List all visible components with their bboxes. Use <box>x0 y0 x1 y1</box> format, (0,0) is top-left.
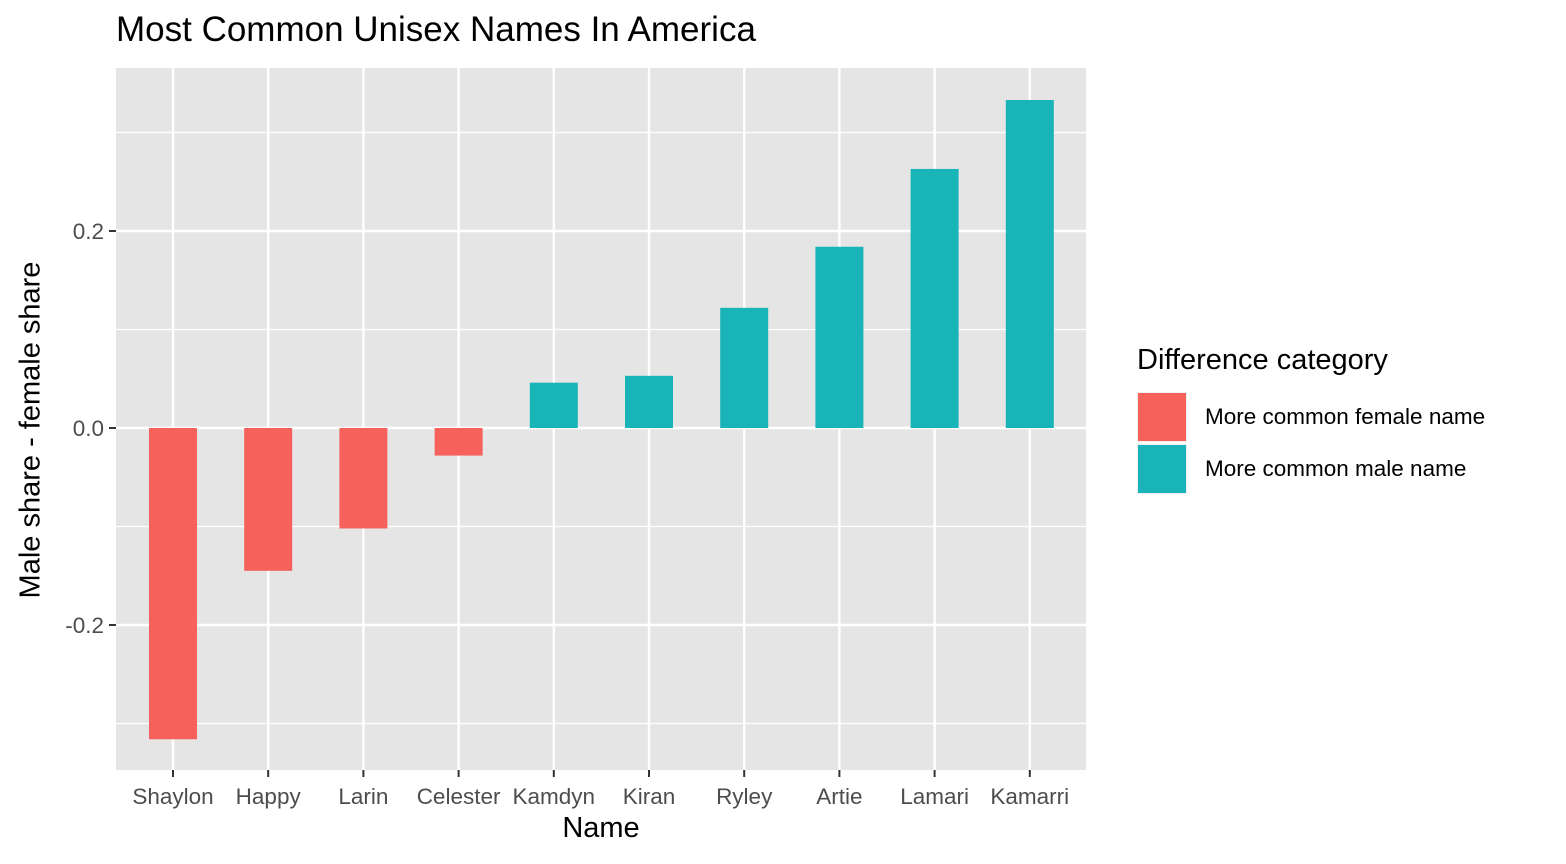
bar-ryley <box>720 307 769 428</box>
x-tick-label: Ryley <box>716 784 773 809</box>
x-tick-label: Lamari <box>900 784 969 809</box>
x-tick-label: Larin <box>338 784 388 809</box>
legend-key-male <box>1137 444 1187 494</box>
legend-item-male: More common male name <box>1137 444 1466 494</box>
legend-label-female: More common female name <box>1205 404 1486 429</box>
bar-shaylon <box>149 428 197 740</box>
legend-title: Difference category <box>1137 344 1388 376</box>
bar-kamdyn <box>529 382 578 428</box>
bar-kamarri <box>1005 99 1054 429</box>
axes: -0.2 0.0 0.2 Shaylon Happy Larin Celester Kamdy… <box>65 219 1069 809</box>
y-tick-label: 0.0 <box>73 416 104 441</box>
bar-lamari <box>910 168 959 428</box>
x-tick-label: Happy <box>236 784 302 809</box>
legend-swatch-male <box>1138 445 1186 493</box>
bar-happy <box>244 428 293 571</box>
y-axis-label: Male share - female share <box>14 261 47 599</box>
chart-title: Most Common Unisex Names In America <box>116 10 756 49</box>
x-tick-label: Kamdyn <box>513 784 596 809</box>
legend-label-male: More common male name <box>1205 456 1467 481</box>
bar-kiran <box>625 375 673 428</box>
bar-artie <box>815 246 864 428</box>
y-tick-label: -0.2 <box>65 613 104 638</box>
bar-larin <box>339 428 388 529</box>
bars <box>149 99 1054 740</box>
x-tick-label: Celester <box>417 784 501 809</box>
bar-celester <box>434 428 483 456</box>
legend-item-female: More common female name <box>1137 392 1485 442</box>
legend-swatch-female <box>1138 393 1186 441</box>
x-tick-label: Artie <box>816 784 862 809</box>
legend-key-female <box>1137 392 1187 442</box>
x-axis-label: Name <box>562 812 640 844</box>
x-tick-label: Shaylon <box>132 784 213 809</box>
x-tick-label: Kamarri <box>990 784 1069 809</box>
y-tick-label: 0.2 <box>73 219 104 244</box>
x-tick-label: Kiran <box>623 784 676 809</box>
